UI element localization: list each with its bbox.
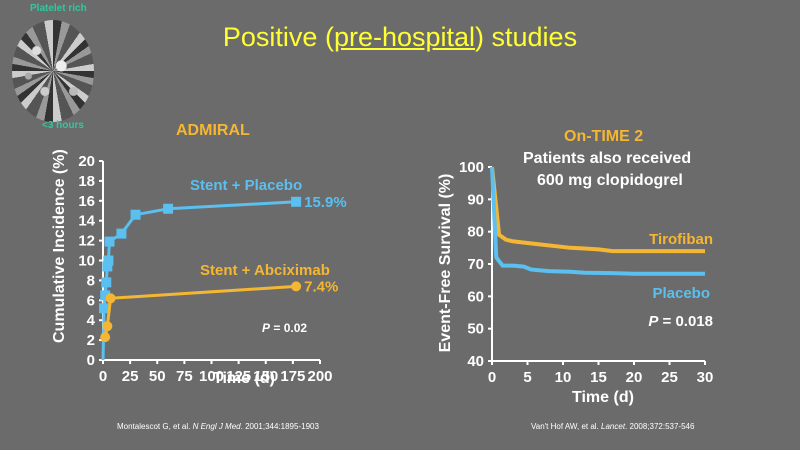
ontime-p-value: P = 0.018 — [648, 313, 713, 330]
ontime-y-tick-label: 40 — [467, 353, 484, 370]
admiral-y-tick-label: 20 — [78, 153, 95, 170]
admiral-y-tick-label: 18 — [78, 173, 95, 190]
admiral-data-point — [291, 281, 302, 292]
admiral-x-tick-label: 200 — [307, 368, 332, 385]
citation-right-journal: Lancet — [601, 422, 626, 431]
admiral-y-tick-label: 0 — [87, 352, 95, 369]
admiral-end-label: 7.4% — [304, 278, 338, 295]
admiral-y-tick-label: 12 — [78, 233, 95, 250]
ontime-y-tick-label: 70 — [467, 256, 484, 273]
admiral-x-tick-label: 150 — [253, 368, 278, 385]
slide-title: Positive (pre-hospital) studies — [0, 22, 800, 53]
admiral-x-tick-label: 100 — [199, 368, 224, 385]
ontime-x-tick-label: 30 — [697, 369, 714, 386]
title-prefix: Positive ( — [222, 22, 334, 52]
admiral-data-point — [100, 332, 111, 343]
ontime-subtitle-1: Patients also received — [523, 150, 692, 167]
legend-tirofiban: Tirofiban — [649, 231, 713, 248]
admiral-data-point — [102, 261, 113, 272]
admiral-data-point — [163, 203, 174, 214]
p-label: P — [648, 313, 659, 330]
ontime-x-tick-label: 0 — [488, 369, 496, 386]
admiral-p-value: P = 0.02 — [262, 321, 307, 335]
admiral-data-point — [103, 255, 114, 266]
admiral-y-tick-label: 16 — [78, 193, 95, 210]
admiral-x-tick-label: 75 — [176, 368, 193, 385]
admiral-data-point — [116, 228, 127, 239]
p-value: = 0.018 — [658, 313, 713, 330]
admiral-y-tick-label: 2 — [87, 332, 95, 349]
admiral-data-point — [99, 303, 110, 314]
citation-left: Montalescot G, et al. N Engl J Med. 2001… — [117, 422, 319, 431]
ontime-subtitle-2: 600 mg clopidogrel — [537, 172, 683, 189]
admiral-series-line-0 — [101, 200, 297, 361]
ontime-y-tick-label: 50 — [467, 321, 484, 338]
admiral-data-point — [102, 321, 113, 332]
ontime-x-tick-label: 20 — [626, 369, 643, 386]
ontime-x-tick-label: 15 — [590, 369, 607, 386]
admiral-title: ADMIRAL — [176, 122, 250, 139]
admiral-x-tick-label: 25 — [122, 368, 139, 385]
logo-top-label: Platelet rich — [30, 3, 87, 14]
citation-right-details: . 2008;372:537-546 — [625, 422, 695, 431]
admiral-data-point — [105, 293, 116, 304]
ontime-xlabel: Time (d) — [572, 389, 634, 406]
admiral-x-tick-label: 175 — [280, 368, 305, 385]
admiral-y-tick-label: 10 — [78, 253, 95, 270]
platelet-image — [12, 20, 94, 122]
citation-left-authors: Montalescot G, et al. — [117, 422, 193, 431]
admiral-data-point — [100, 290, 111, 301]
admiral-y-tick-label: 4 — [87, 312, 96, 329]
admiral-x-tick-label: 0 — [99, 368, 107, 385]
admiral-data-point — [291, 196, 302, 207]
ontime-series-line-1 — [490, 166, 705, 276]
ontime-x-tick-label: 10 — [555, 369, 572, 386]
legend-stent-placebo: Stent + Placebo — [190, 177, 302, 194]
admiral-x-tick-label: 125 — [226, 368, 251, 385]
ontime-y-tick-label: 60 — [467, 288, 484, 305]
citation-right-authors: Van't Hof AW, et al. — [531, 422, 602, 431]
ontime-y-tick-label: 100 — [459, 159, 484, 176]
p-label: P — [262, 321, 271, 335]
title-suffix: ) studies — [475, 22, 578, 52]
ontime-x-tick-label: 5 — [523, 369, 531, 386]
admiral-y-tick-label: 14 — [78, 213, 95, 230]
admiral-xlabel: Time (d) — [213, 370, 275, 387]
p-value: = 0.02 — [270, 321, 307, 335]
title-underlined: pre-hospital — [333, 22, 476, 52]
legend-stent-abciximab: Stent + Abciximab — [200, 262, 330, 279]
ontime-y-tick-label: 80 — [467, 224, 484, 241]
citation-left-journal: N Engl J Med — [192, 422, 241, 431]
ontime-y-tick-label: 90 — [467, 191, 484, 208]
ontime-x-tick-label: 25 — [661, 369, 678, 386]
logo-bottom-label: <3 hours — [42, 120, 84, 131]
ontime-title: On-TIME 2 — [564, 128, 644, 145]
ontime-series-line-0 — [490, 166, 705, 254]
admiral-data-point — [101, 277, 112, 288]
admiral-data-point — [130, 209, 141, 220]
citation-right: Van't Hof AW, et al. Lancet. 2008;372:53… — [531, 422, 694, 431]
admiral-x-tick-label: 50 — [149, 368, 166, 385]
admiral-y-tick-label: 6 — [87, 292, 95, 309]
admiral-end-label: 15.9% — [304, 194, 347, 211]
citation-left-details: . 2001;344:1895-1903 — [240, 422, 319, 431]
admiral-data-point — [104, 236, 115, 247]
legend-placebo: Placebo — [652, 285, 710, 302]
admiral-y-tick-label: 8 — [87, 272, 95, 289]
